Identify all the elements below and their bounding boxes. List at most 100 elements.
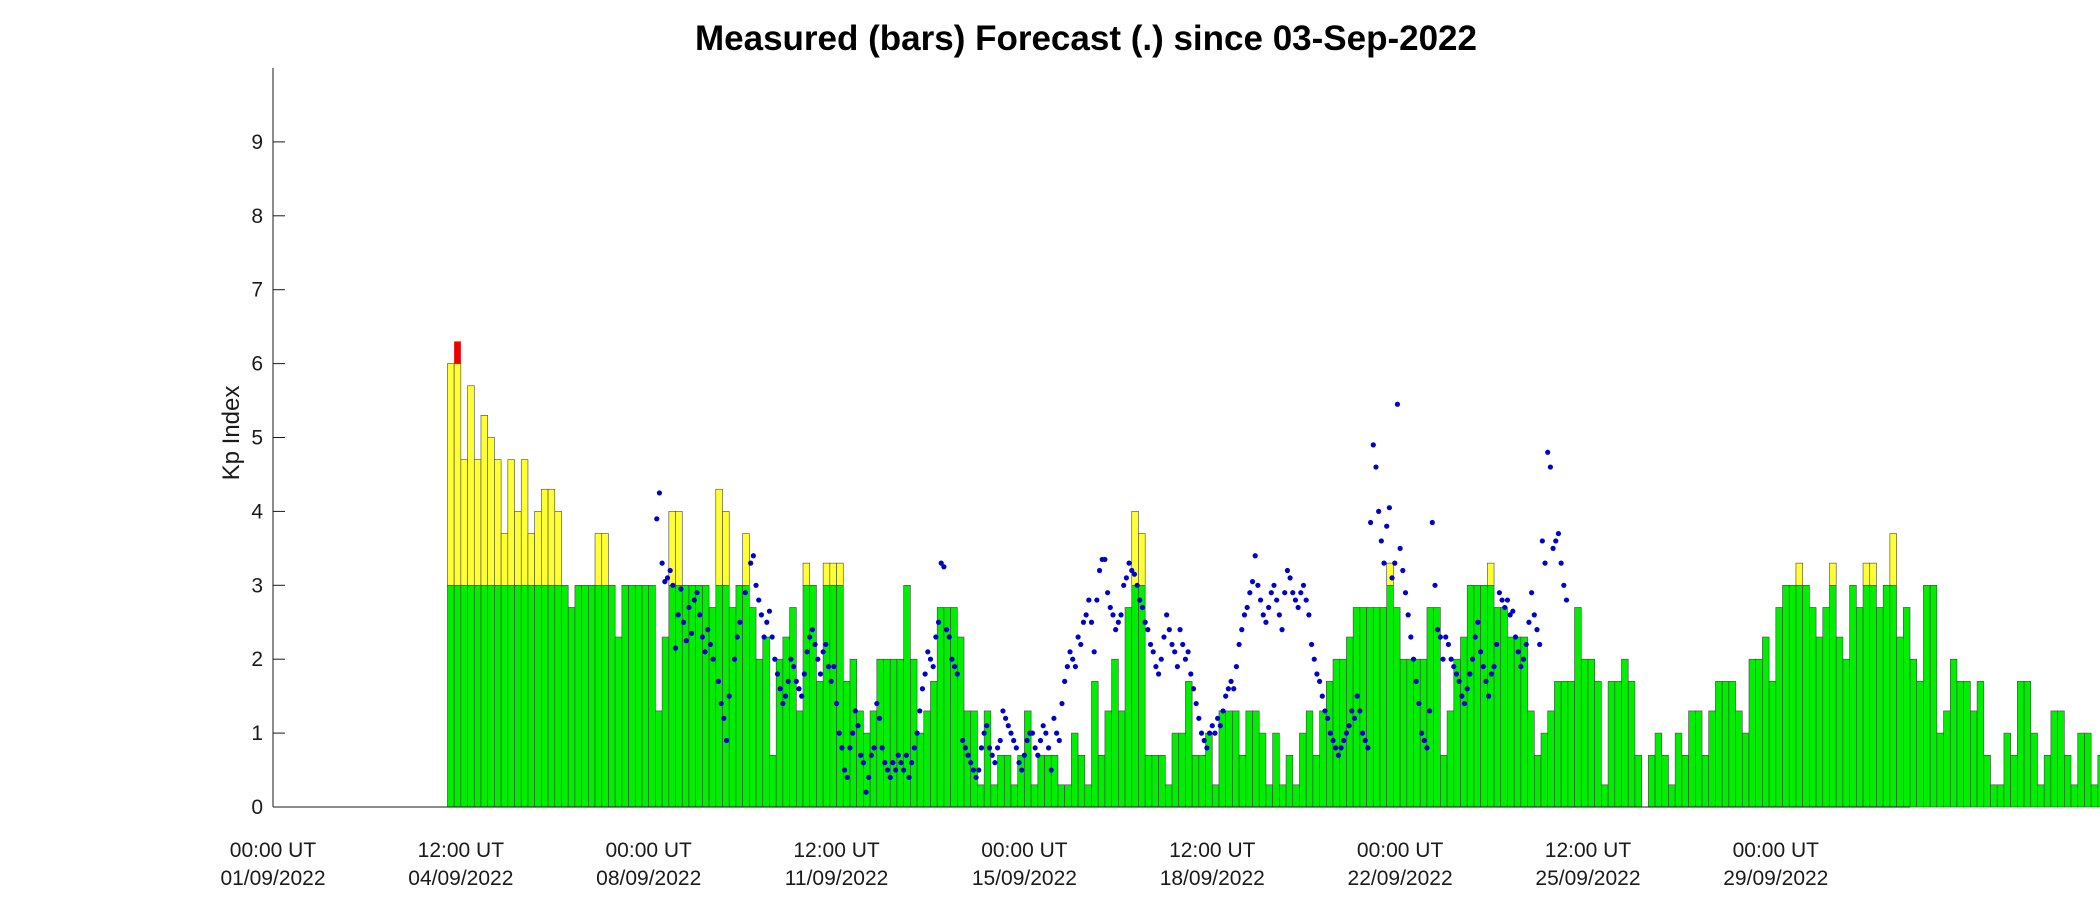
forecast-point	[890, 760, 896, 766]
forecast-point	[1496, 590, 1503, 596]
kp-bar	[1446, 710, 1455, 808]
kp-bar-green	[1708, 710, 1716, 808]
kp-bar-green	[1533, 754, 1542, 808]
kp-bar	[1077, 754, 1086, 808]
forecast-point	[723, 737, 730, 744]
kp-bar-green	[970, 710, 978, 808]
forecast-point	[1343, 730, 1350, 736]
kp-bar-green	[789, 607, 797, 808]
forecast-point	[1051, 715, 1057, 721]
kp-bar-green	[1111, 658, 1119, 808]
forecast-point	[997, 737, 1003, 744]
kp-bar-green	[742, 584, 750, 808]
forecast-point	[731, 656, 738, 662]
forecast-point	[694, 590, 700, 596]
forecast-point	[1102, 556, 1108, 563]
kp-bar-green	[1741, 732, 1750, 808]
kp-bar	[2097, 754, 2100, 808]
kp-bar-green	[997, 754, 1005, 808]
forecast-point	[1325, 715, 1331, 721]
forecast-point	[1515, 649, 1521, 655]
forecast-point	[721, 715, 727, 721]
forecast-point	[761, 634, 767, 640]
kp-bar-green	[547, 584, 556, 808]
kp-bar-green	[594, 584, 603, 808]
kp-bar-green	[514, 584, 522, 808]
forecast-point	[1239, 627, 1245, 633]
forecast-point	[1174, 663, 1180, 670]
forecast-point	[842, 767, 848, 773]
forecast-point	[1072, 663, 1078, 670]
kp-bar-green	[708, 607, 717, 808]
forecast-point	[833, 700, 840, 707]
kp-bar-green	[655, 710, 663, 808]
forecast-point	[1147, 641, 1154, 648]
kp-bar-green	[1010, 784, 1019, 808]
kp-bar	[1118, 710, 1126, 808]
kp-bar-green	[2097, 754, 2100, 808]
kp-bar-green	[1393, 607, 1401, 808]
forecast-point	[1029, 730, 1036, 736]
kp-bar	[1748, 658, 1756, 808]
forecast-point	[1518, 663, 1524, 670]
kp-bar	[883, 658, 891, 808]
kp-bar-green	[1312, 754, 1320, 808]
forecast-point	[667, 567, 673, 574]
kp-bar	[923, 710, 931, 808]
forecast-point	[1158, 656, 1164, 662]
kp-bar-green	[1661, 754, 1669, 808]
forecast-point	[715, 678, 722, 684]
forecast-point	[1504, 597, 1511, 603]
forecast-point	[855, 723, 861, 729]
forecast-point	[1177, 627, 1183, 633]
forecast-point	[879, 745, 885, 751]
kp-bar	[688, 584, 696, 808]
kp-bar	[1010, 784, 1019, 808]
forecast-point	[691, 597, 697, 603]
kp-bar	[1835, 636, 1844, 808]
forecast-point	[1416, 700, 1422, 707]
kp-bar-green	[1681, 754, 1689, 808]
forecast-point	[809, 627, 816, 633]
kp-bar-green	[1178, 732, 1186, 808]
kp-bar	[1131, 511, 1139, 808]
kp-bar-green	[1258, 732, 1267, 808]
kp-bar-green	[2017, 681, 2025, 808]
kp-bar-green	[883, 658, 891, 808]
kp-bar	[547, 488, 556, 808]
kp-bar	[1621, 658, 1629, 808]
kp-bar	[1574, 607, 1582, 808]
kp-bar	[534, 511, 542, 808]
forecast-point	[1472, 634, 1478, 640]
forecast-point	[1453, 671, 1460, 677]
kp-bar-green	[1426, 607, 1434, 808]
x-tick-date: 15/09/2022	[972, 867, 1077, 890]
forecast-point	[863, 789, 869, 795]
forecast-point	[1241, 612, 1248, 618]
forecast-point	[734, 634, 740, 640]
forecast-point	[697, 612, 703, 618]
forecast-point	[978, 745, 985, 751]
forecast-point	[1121, 582, 1127, 588]
forecast-point	[1300, 582, 1307, 588]
kp-bar-green	[1003, 754, 1012, 808]
forecast-point	[1354, 693, 1360, 699]
kp-bar	[977, 784, 985, 808]
kp-bar-green	[2043, 754, 2052, 808]
kp-bar-green	[1473, 584, 1481, 808]
kp-bar-red	[454, 341, 461, 364]
kp-bar	[494, 459, 502, 808]
kp-bar-yellow	[742, 533, 750, 586]
kp-bar-green	[930, 681, 938, 808]
kp-bar-green	[581, 584, 589, 808]
forecast-point	[748, 560, 754, 566]
kp-bar-green	[1896, 636, 1904, 808]
forecast-point	[1054, 730, 1060, 736]
forecast-point	[1386, 505, 1392, 511]
forecast-point	[914, 730, 920, 736]
kp-bar	[775, 658, 784, 808]
kp-bar-green	[2064, 754, 2072, 808]
forecast-point	[780, 700, 786, 707]
kp-bar	[1822, 607, 1830, 808]
kp-bar	[1802, 584, 1810, 808]
